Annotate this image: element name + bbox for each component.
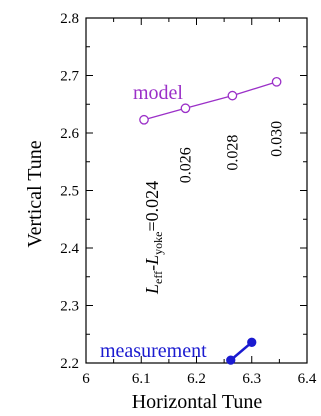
plot-frame	[85, 17, 308, 364]
y-tick-label: 2.7	[60, 69, 79, 85]
formula-dash: -	[142, 265, 162, 271]
tick-labels-group: 6 6.1 6.2 6.3 6.4 2.2 2.3 2.4 2.5 2.6 2.7 2.8	[60, 11, 317, 387]
x-tick-label: 6.2	[187, 371, 206, 387]
formula-yoke: yoke	[151, 232, 165, 255]
model-series-label: model	[133, 82, 183, 104]
x-tick-label: 6.1	[132, 371, 151, 387]
series-layer: 0.026 0.028 0.030	[139, 76, 286, 365]
formula-L2: L	[142, 255, 162, 266]
measurement-point	[247, 337, 257, 347]
y-tick-label: 2.5	[60, 184, 79, 200]
model-point-label: 0.028	[224, 135, 241, 171]
model-point	[139, 114, 149, 125]
formula-eff: eff	[151, 271, 165, 284]
y-axis-title: Vertical Tune	[24, 140, 46, 247]
y-tick-label: 2.2	[60, 356, 79, 372]
y-tick-label: 2.6	[60, 126, 79, 142]
x-tick-label: 6	[82, 371, 90, 387]
model-point	[180, 103, 191, 114]
x-tick-label: 6.3	[242, 371, 261, 387]
x-axis-title: Horizontal Tune	[132, 391, 263, 413]
model-point-label: 0.030	[269, 121, 286, 157]
formula-equals: =	[142, 221, 162, 231]
x-tick-label: 6.4	[298, 371, 317, 387]
formula-L1: L	[142, 284, 162, 295]
ticks-group	[85, 17, 308, 364]
model-point-label: 0.026	[177, 147, 194, 183]
y-tick-label: 2.3	[60, 299, 79, 315]
formula-label: Leff-Lyoke=0.024	[142, 181, 165, 295]
model-point	[271, 76, 282, 87]
model-point	[227, 90, 238, 101]
formula-value: 0.024	[142, 181, 162, 222]
measurement-series-label: measurement	[100, 340, 207, 362]
measurement-point	[226, 355, 236, 365]
y-tick-label: 2.4	[60, 241, 79, 257]
model-line	[143, 81, 277, 121]
y-tick-label: 2.8	[60, 11, 79, 27]
